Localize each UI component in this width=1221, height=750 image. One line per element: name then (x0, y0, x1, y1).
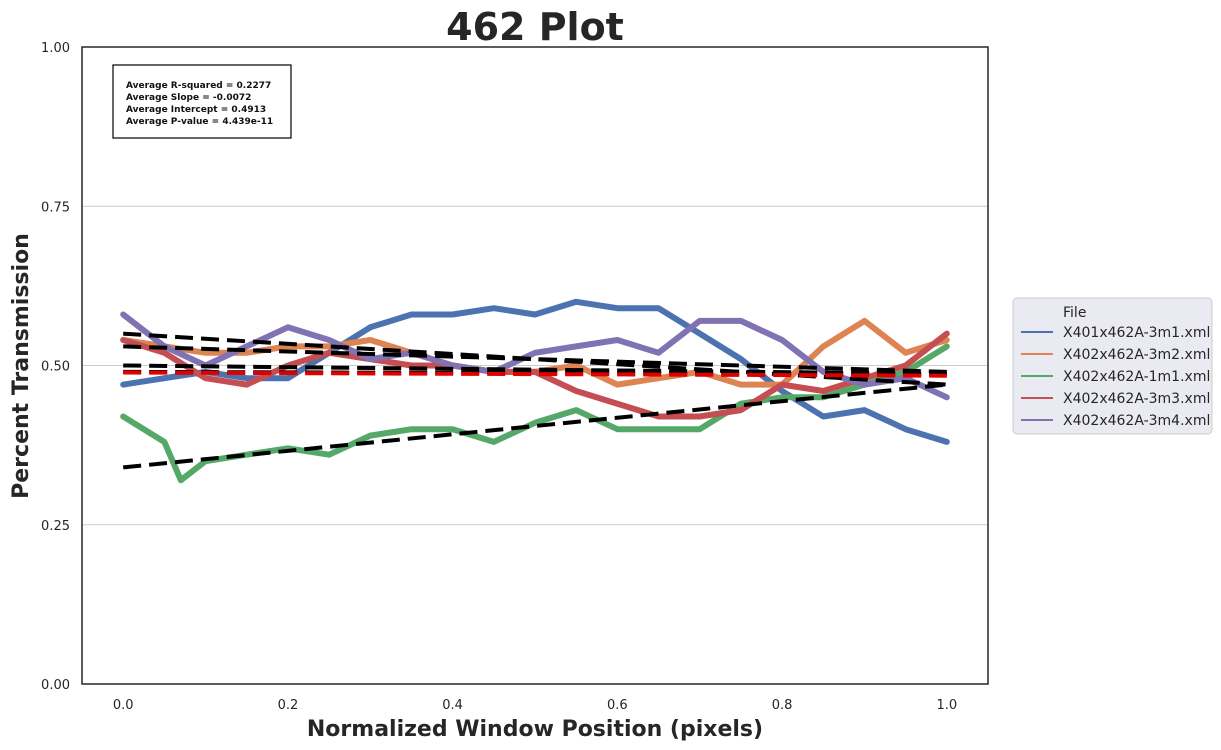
average-fit-line (123, 370, 947, 378)
legend-label: X401x462A-3m1.xml (1063, 325, 1210, 341)
legend-label: X402x462A-1m1.xml (1063, 369, 1210, 385)
legend: File X401x462A-3m1.xmlX402x462A-3m2.xmlX… (1012, 297, 1213, 435)
fit-line (123, 344, 947, 374)
stats-box-frame (112, 64, 292, 139)
legend-title: File (1063, 305, 1086, 321)
fit-line (122, 382, 948, 470)
legend-frame (1012, 297, 1213, 435)
x-tick-label: 0.4 (442, 698, 463, 713)
legend-label: X402x462A-3m3.xml (1063, 391, 1210, 407)
x-tick-label: 0.8 (772, 698, 793, 713)
stats-slope: Average Slope = -0.0072 (126, 93, 251, 103)
fit-lines (122, 331, 948, 470)
x-axis-title: Normalized Window Position (pixels) (307, 717, 763, 742)
y-tick-label: 0.75 (41, 200, 70, 215)
stats-intercept: Average Intercept = 0.4913 (126, 105, 266, 115)
legend-label: X402x462A-3m4.xml (1063, 413, 1210, 429)
y-tick-label: 0.25 (41, 519, 70, 534)
series-line (120, 330, 950, 420)
x-tick-label: 1.0 (936, 698, 957, 713)
chart-title: 462 Plot (446, 5, 624, 49)
series-line (120, 311, 950, 401)
stats-box: Average R-squared = 0.2277 Average Slope… (112, 64, 292, 139)
legend-items: X401x462A-3m1.xml X402x462A-3m2.xml X402x4… (1021, 325, 1210, 429)
legend-label: X402x462A-3m2.xml (1063, 347, 1210, 363)
y-tick-label: 0.50 (41, 360, 70, 375)
plot-frame (81, 46, 989, 685)
stats-p-value: Average P-value = 4.439e-11 (126, 117, 273, 127)
y-tick-label: 1.00 (41, 41, 70, 56)
x-tick-label: 0.6 (607, 698, 628, 713)
y-axis-title: Percent Transmission (9, 233, 34, 499)
x-tick-label: 0.2 (278, 698, 299, 713)
stats-r-squared: Average R-squared = 0.2277 (126, 81, 271, 91)
y-tick-label: 0.00 (41, 678, 70, 693)
ticks: 0.00 0.25 0.50 0.75 1.00 0.0 0.2 0.4 0.6 0.8 1.0 (41, 41, 957, 713)
x-tick-label: 0.0 (113, 698, 134, 713)
